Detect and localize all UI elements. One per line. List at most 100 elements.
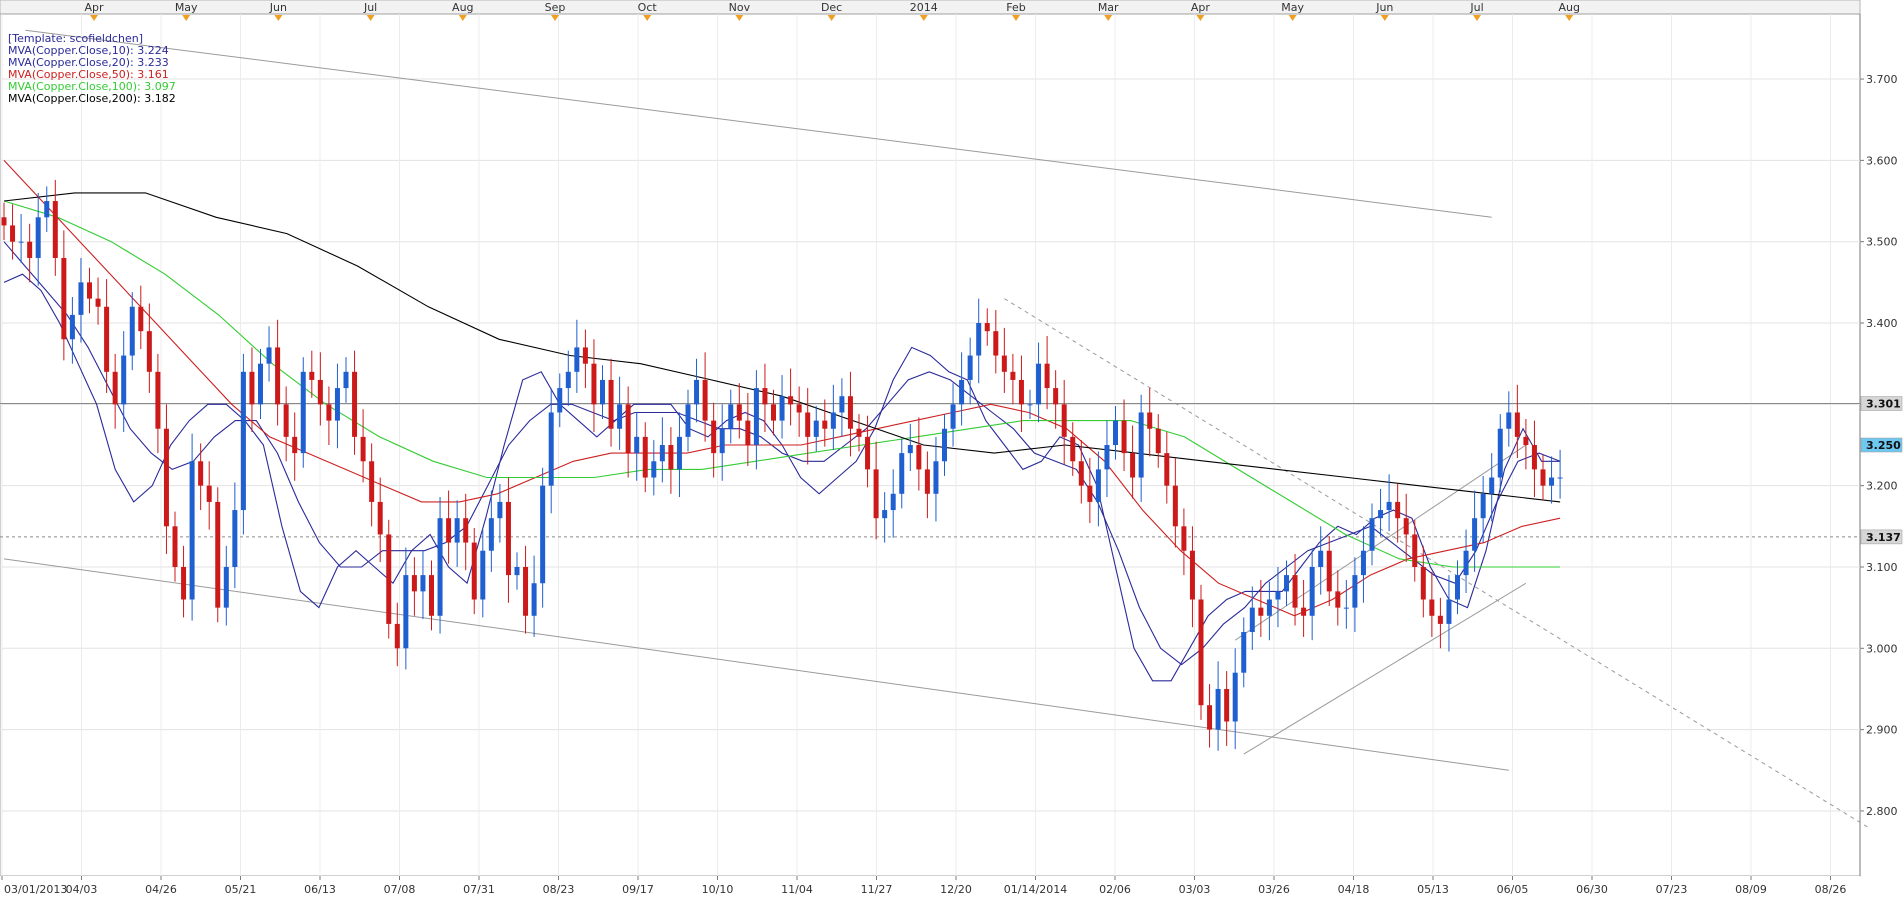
- y-tick-label: 3.400: [1866, 317, 1898, 330]
- x-tick-label: 12/20: [940, 883, 972, 896]
- candle-body: [1506, 412, 1512, 429]
- candle-body: [1446, 599, 1452, 624]
- candle-body: [959, 379, 965, 405]
- top-month-label: Aug: [1558, 1, 1579, 14]
- candle-body: [625, 404, 631, 454]
- candle-body: [1189, 550, 1195, 600]
- y-tick-label: 3.600: [1866, 154, 1898, 167]
- candle-body: [865, 436, 871, 470]
- top-month-label: May: [175, 1, 198, 14]
- candle-body: [882, 510, 888, 519]
- candle-body: [651, 461, 657, 478]
- legend-entry: MVA(Copper.Close,10): 3.224: [8, 44, 169, 57]
- candle-body: [1138, 412, 1144, 478]
- candle-body: [565, 371, 571, 389]
- candle-body: [300, 371, 306, 454]
- candle-body: [1, 217, 7, 226]
- candle-body: [1207, 705, 1213, 730]
- candle-body: [830, 412, 836, 429]
- candle-body: [1318, 550, 1324, 567]
- month-marker: [1196, 15, 1205, 21]
- candle-body: [1078, 461, 1084, 486]
- candle-body: [69, 314, 75, 340]
- x-tick-label: 11/04: [781, 883, 813, 896]
- candle-body: [1420, 566, 1426, 600]
- legend-entry: MVA(Copper.Close,100): 3.097: [8, 80, 176, 93]
- candle-body: [531, 583, 537, 616]
- ma-line-mva100: [3, 200, 1561, 568]
- candle-body: [163, 428, 169, 527]
- candle-body: [1036, 363, 1042, 405]
- candle-body: [839, 396, 845, 413]
- candle-body: [1121, 420, 1127, 454]
- price-tag-label: 3.137: [1866, 531, 1901, 544]
- x-tick-label: 04/03: [66, 883, 98, 896]
- y-tick-label: 2.800: [1866, 805, 1898, 818]
- candle-body: [146, 331, 152, 372]
- candle-body: [1198, 599, 1204, 706]
- x-tick-label: 08/23: [543, 883, 575, 896]
- candle-body: [61, 257, 67, 340]
- top-month-label: Oct: [638, 1, 658, 14]
- candle-body: [1352, 575, 1358, 608]
- candle-body: [369, 461, 375, 502]
- candle-body: [771, 404, 776, 421]
- legend: [Template: scofieldchen] MVA(Copper.Clos…: [8, 32, 176, 105]
- candle-body: [206, 485, 212, 502]
- candle-body: [942, 428, 947, 462]
- candle-body: [471, 542, 477, 600]
- candle-body: [1549, 477, 1555, 486]
- x-tick-label: 11/27: [861, 883, 893, 896]
- candle-body: [104, 306, 110, 372]
- month-marker: [90, 15, 98, 21]
- top-month-label: Apr: [84, 1, 104, 14]
- candle-body: [548, 412, 554, 486]
- price-tag-label: 3.250: [1866, 439, 1901, 452]
- candle-body: [805, 412, 811, 437]
- candle-body: [172, 526, 178, 567]
- candle-body: [44, 201, 50, 218]
- price-tag: [1860, 437, 1903, 453]
- month-marker: [182, 15, 191, 21]
- x-tick-label: 08/26: [1815, 883, 1847, 896]
- candle-body: [326, 404, 332, 421]
- candle-body: [736, 404, 742, 421]
- candle-body: [232, 510, 238, 567]
- candle-body: [993, 331, 999, 356]
- y-tick-label: 3.100: [1866, 561, 1898, 574]
- month-marker: [1288, 15, 1297, 21]
- month-marker: [1473, 15, 1481, 21]
- candle-body: [215, 501, 221, 608]
- candle-body: [745, 420, 751, 445]
- candle-body: [617, 404, 623, 429]
- moving-average-layer: [3, 160, 1561, 682]
- top-month-label: Jul: [1469, 1, 1483, 14]
- candle-body: [1232, 672, 1238, 722]
- candle-body: [10, 225, 16, 242]
- candle-body: [1147, 412, 1153, 429]
- x-tick-label: 02/06: [1099, 883, 1131, 896]
- candle-body: [181, 566, 187, 600]
- top-month-label: Jul: [363, 1, 377, 14]
- month-marker: [643, 15, 652, 21]
- candle-body: [591, 363, 597, 405]
- candle-body: [753, 388, 759, 445]
- candle-body: [454, 518, 460, 543]
- trendline-rising-channel-lower: [1243, 582, 1527, 755]
- candle-body: [1284, 575, 1289, 592]
- y-tick-label: 2.900: [1866, 724, 1898, 737]
- candle-body: [873, 469, 879, 519]
- candle-body: [1258, 607, 1264, 616]
- candle-body: [1044, 363, 1050, 389]
- month-marker: [1565, 15, 1574, 21]
- candle-body: [394, 623, 400, 649]
- month-marker: [735, 15, 744, 21]
- candle-body: [1309, 566, 1315, 616]
- candle-body: [634, 436, 640, 454]
- candle-body: [266, 347, 272, 364]
- candle-body: [420, 575, 426, 592]
- candle-body: [514, 566, 520, 576]
